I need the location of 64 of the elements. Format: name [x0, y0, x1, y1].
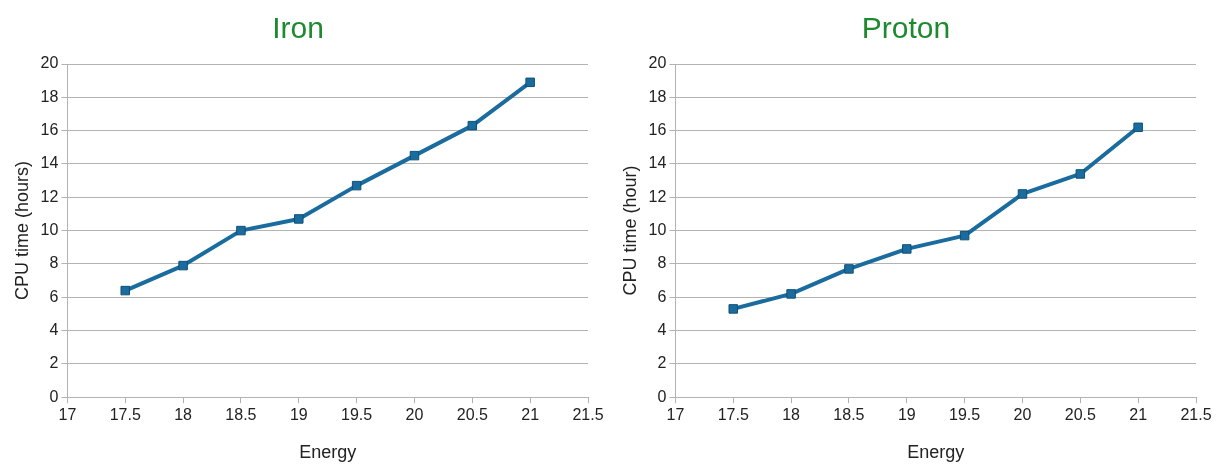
x-tick-label: 17 [666, 406, 685, 424]
y-tick-label: 8 [657, 254, 667, 272]
y-tick-label: 10 [648, 221, 667, 239]
y-tick-label: 12 [40, 187, 59, 205]
y-tick-label: 16 [40, 121, 59, 139]
y-axis-title: CPU time (hour) [619, 165, 640, 296]
y-tick-label: 20 [40, 54, 59, 72]
y-tick-label: 4 [657, 320, 667, 338]
point [236, 225, 246, 236]
point [786, 289, 796, 299]
y-tick-label: 8 [49, 254, 59, 272]
point [902, 244, 912, 254]
y-tick-label: 0 [657, 387, 667, 405]
point [844, 264, 854, 274]
y-tick-label: 14 [648, 154, 667, 172]
point [294, 214, 304, 224]
point [467, 120, 478, 131]
point [959, 230, 970, 241]
x-tick-label: 20 [1013, 406, 1032, 424]
x-tick-label: 19.5 [949, 406, 981, 424]
y-tick-label: 18 [648, 87, 667, 105]
x-axis-title: Energy [907, 442, 965, 463]
chart-title: Iron [272, 11, 324, 45]
point [1133, 122, 1143, 133]
y-tick-label: 14 [40, 154, 59, 172]
y-tick-label: 6 [49, 287, 59, 305]
point [409, 150, 420, 161]
point [120, 285, 130, 296]
y-tick-label: 0 [49, 387, 59, 405]
x-tick-label: 17 [58, 406, 77, 424]
y-tick-label: 2 [49, 354, 59, 372]
x-tick-label: 18.5 [225, 406, 257, 424]
point [728, 304, 738, 314]
x-tick-label: 18 [174, 406, 193, 424]
y-tick-label: 10 [40, 221, 59, 239]
x-tick-label: 21.5 [1180, 406, 1212, 424]
x-axis-title: Energy [299, 442, 357, 463]
x-tick-label: 18.5 [833, 406, 865, 424]
x-tick-label: 19.5 [341, 406, 373, 424]
x-tick-label: 20 [405, 406, 424, 424]
x-tick-label: 20.5 [1064, 406, 1096, 424]
y-tick-label: 2 [657, 354, 667, 372]
y-tick-label: 4 [49, 320, 59, 338]
point [178, 260, 188, 271]
point [525, 77, 535, 88]
y-axis-title: CPU time (hours) [11, 161, 32, 301]
x-tick-label: 17.5 [109, 406, 141, 424]
x-tick-label: 21 [521, 406, 540, 424]
y-tick-label: 16 [648, 121, 667, 139]
x-tick-label: 21 [1129, 406, 1148, 424]
y-tick-label: 6 [657, 287, 667, 305]
y-tick-label: 18 [40, 87, 59, 105]
y-tick-label: 20 [648, 54, 667, 72]
x-tick-label: 21.5 [572, 406, 604, 424]
x-tick-label: 19 [897, 406, 916, 424]
x-tick-label: 17.5 [717, 406, 749, 424]
point [1075, 169, 1086, 179]
x-tick-label: 18 [782, 406, 801, 424]
y-tick-label: 12 [648, 187, 667, 205]
chart-title: Proton [861, 11, 951, 45]
point [351, 180, 362, 191]
x-tick-label: 20.5 [456, 406, 488, 424]
point [1017, 189, 1028, 199]
x-tick-label: 19 [289, 406, 308, 424]
